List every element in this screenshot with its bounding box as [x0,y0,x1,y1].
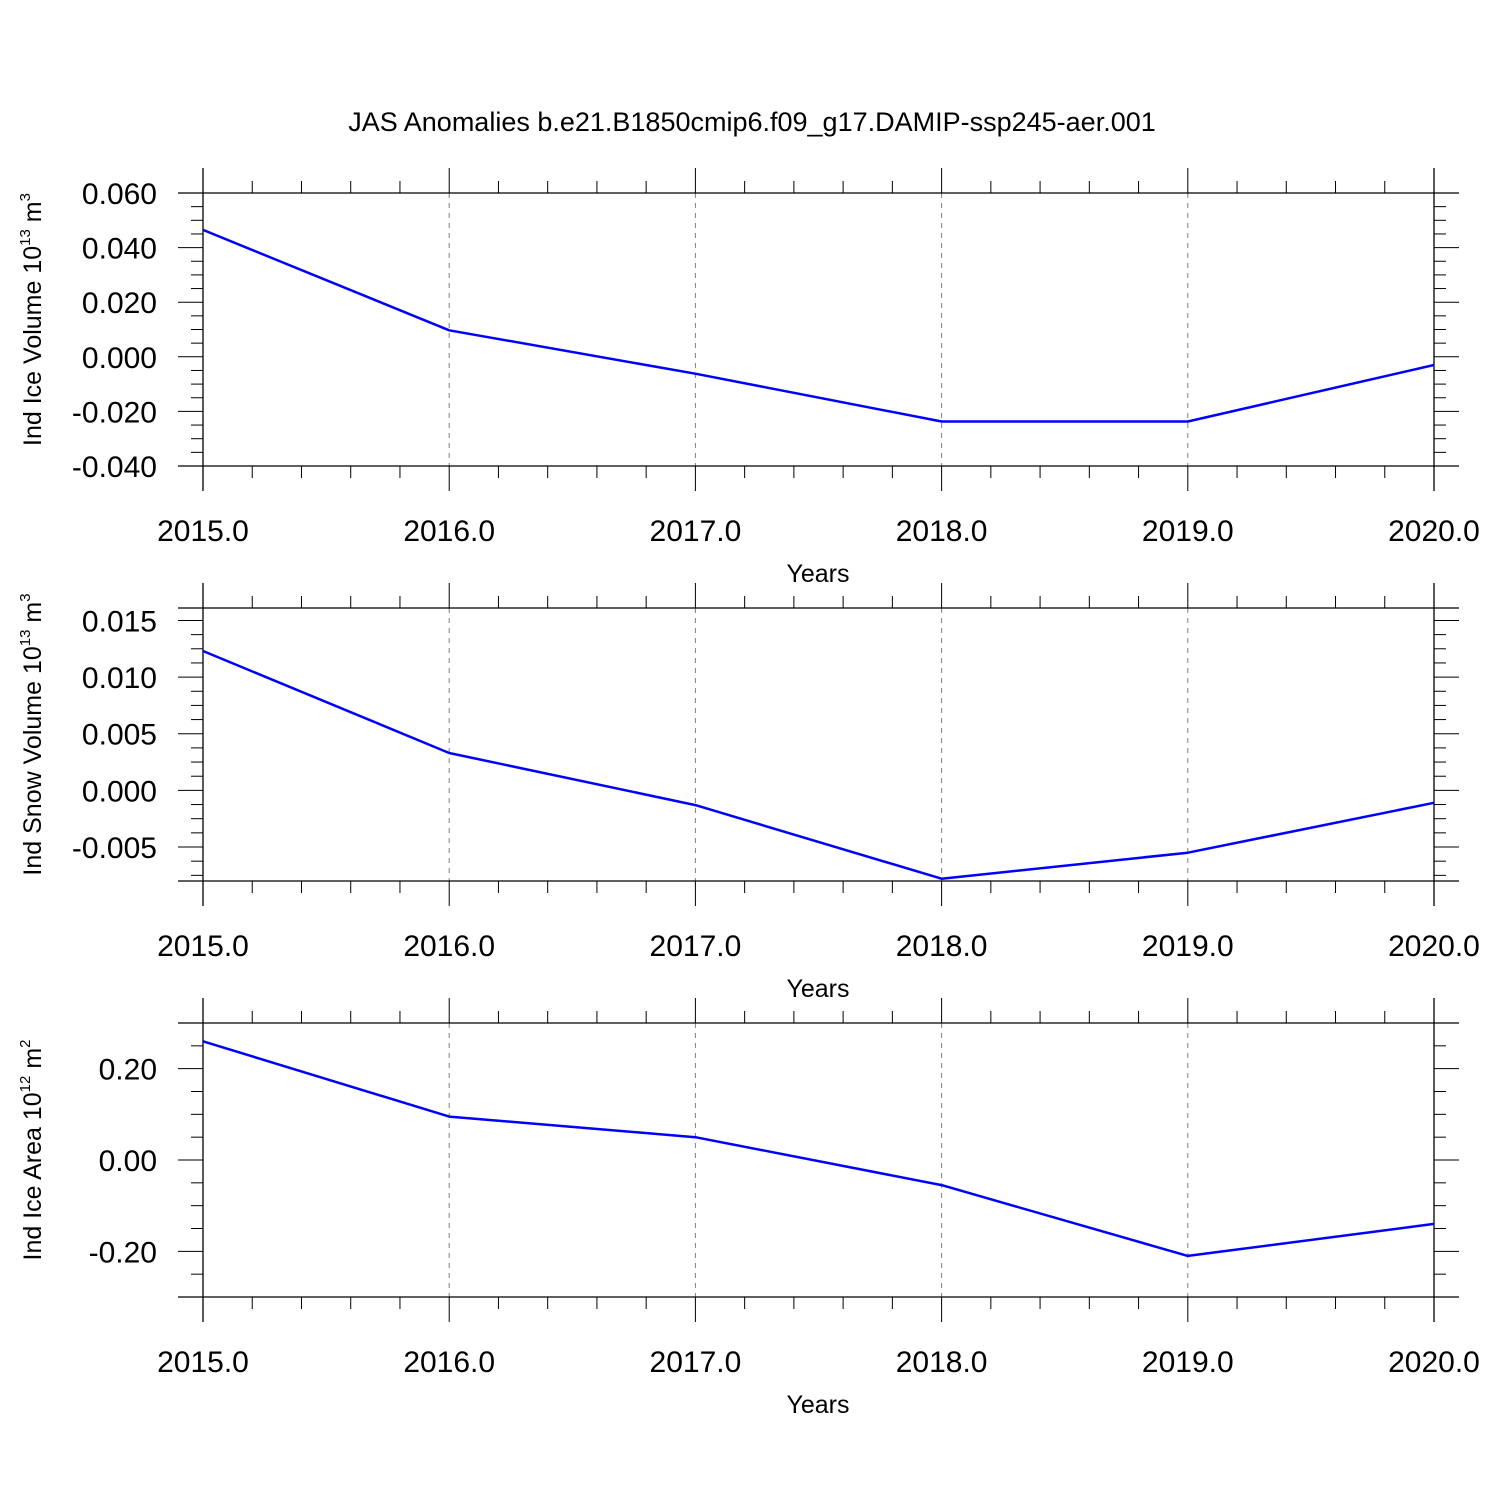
panel-3: -0.20 0.00 0.20 2015.0 2016.0 2017.0 2018.0 201… [17,998,1480,1419]
y-tick-label: 0.015 [82,605,157,638]
y-axis-label: Ind Ice Area 1012 m2 [17,1040,47,1261]
panel-2: -0.005 0.000 0.005 0.010 0.015 2015.0 2016.0 20… [17,583,1480,1003]
x-tick-label: 2015.0 [157,930,249,963]
x-tick-label: 2019.0 [1142,515,1234,548]
y-tick-label: -0.005 [72,832,157,865]
x-tick-label: 2020.0 [1388,515,1480,548]
x-tick-label: 2017.0 [650,515,742,548]
x-tick-label: 2018.0 [896,515,988,548]
x-axis-label: Years [786,560,849,588]
y-tick-label: -0.040 [72,451,157,484]
panel-1: -0.040 -0.020 0.000 0.020 0.040 0.060 2015.0 20… [17,168,1480,588]
y-axis-label: Ind Snow Volume 1013 m3 [17,593,47,875]
y-tick-label: 0.010 [82,662,157,695]
y-tick-label: 0.20 [99,1054,157,1087]
x-tick-label: 2017.0 [650,1346,742,1379]
y-axis-label: Ind Ice Volume 1013 m3 [17,193,47,446]
x-axis-label: Years [786,975,849,1003]
series-line [202,649,1435,880]
x-tick-label: 2017.0 [650,930,742,963]
y-tick-label: -0.020 [72,396,157,429]
y-tick-label: 0.060 [82,178,157,211]
series-line [202,228,1435,423]
panels: -0.040 -0.020 0.000 0.020 0.040 0.060 2015.0 20… [17,168,1480,1419]
x-tick-label: 2018.0 [896,930,988,963]
x-tick-label: 2015.0 [157,515,249,548]
y-tick-label: -0.20 [89,1236,157,1269]
y-tick-label: 0.005 [82,719,157,752]
y-tick-label: 0.00 [99,1145,157,1178]
y-tick-label: 0.000 [82,342,157,375]
x-tick-label: 2019.0 [1142,930,1234,963]
x-tick-label: 2019.0 [1142,1346,1234,1379]
x-tick-label: 2015.0 [157,1346,249,1379]
x-tick-label: 2016.0 [403,930,495,963]
y-tick-label: 0.020 [82,287,157,320]
y-tick-label: 0.040 [82,233,157,266]
x-tick-label: 2020.0 [1388,1346,1480,1379]
x-tick-label: 2016.0 [403,1346,495,1379]
y-tick-label: 0.000 [82,775,157,808]
x-tick-label: 2020.0 [1388,930,1480,963]
x-axis-label: Years [786,1391,849,1419]
chart-title: JAS Anomalies b.e21.B1850cmip6.f09_g17.D… [348,107,1156,137]
series-line [202,1040,1435,1258]
x-tick-label: 2016.0 [403,515,495,548]
x-tick-label: 2018.0 [896,1346,988,1379]
